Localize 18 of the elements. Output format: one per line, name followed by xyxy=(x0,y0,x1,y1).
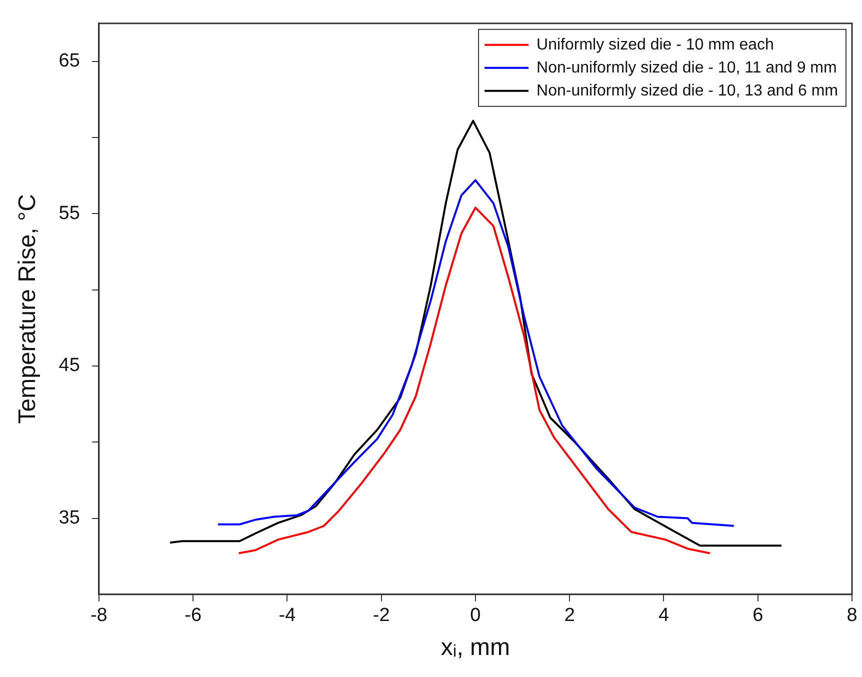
y-tick-label: 45 xyxy=(58,355,80,376)
x-axis-title: xᵢ, mm xyxy=(440,634,510,662)
legend-label: Non-uniformly sized die - 10, 13 and 6 mm xyxy=(536,82,838,100)
x-tick-label: -2 xyxy=(372,605,390,626)
x-tick-label: -8 xyxy=(90,605,108,626)
legend-label: Non-uniformly sized die - 10, 11 and 9 mm xyxy=(536,59,837,76)
x-tick-label: 0 xyxy=(470,605,481,626)
x-tick-label: 8 xyxy=(846,605,858,626)
legend-label: Uniformly sized die - 10 mm each xyxy=(536,36,774,54)
y-tick-label: 65 xyxy=(58,50,80,72)
x-tick-label: 6 xyxy=(752,605,764,626)
x-tick-label: -4 xyxy=(278,605,296,626)
y-tick-label: 55 xyxy=(58,202,80,224)
x-tick-label: 2 xyxy=(564,605,575,626)
y-axis-title: Temperature Rise, °C xyxy=(14,194,42,424)
x-tick-label: 4 xyxy=(658,605,670,626)
y-tick-label: 35 xyxy=(58,508,80,528)
x-tick-label: -6 xyxy=(184,605,202,626)
